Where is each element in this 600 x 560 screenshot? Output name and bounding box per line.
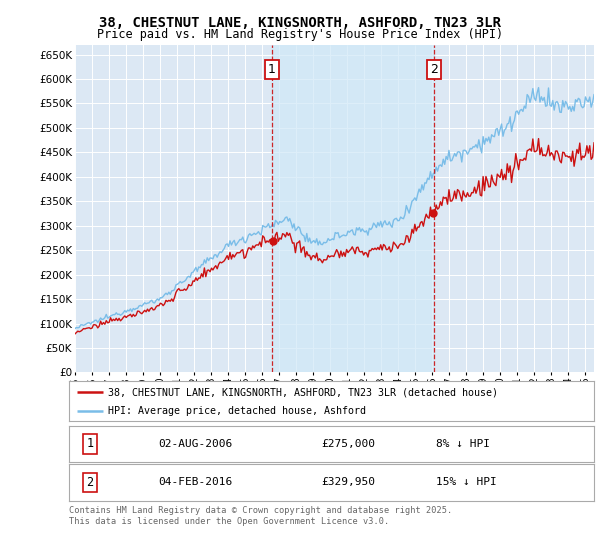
Text: 38, CHESTNUT LANE, KINGSNORTH, ASHFORD, TN23 3LR (detached house): 38, CHESTNUT LANE, KINGSNORTH, ASHFORD, … — [109, 387, 499, 397]
Text: 2: 2 — [430, 63, 437, 76]
Text: 8% ↓ HPI: 8% ↓ HPI — [437, 439, 491, 449]
Text: 1: 1 — [86, 437, 94, 450]
Text: £275,000: £275,000 — [321, 439, 375, 449]
Text: £329,950: £329,950 — [321, 478, 375, 487]
Text: 2: 2 — [86, 476, 94, 489]
Text: Contains HM Land Registry data © Crown copyright and database right 2025.
This d: Contains HM Land Registry data © Crown c… — [69, 506, 452, 526]
Text: HPI: Average price, detached house, Ashford: HPI: Average price, detached house, Ashf… — [109, 406, 367, 416]
Text: 1: 1 — [268, 63, 276, 76]
Text: Price paid vs. HM Land Registry's House Price Index (HPI): Price paid vs. HM Land Registry's House … — [97, 28, 503, 41]
Text: 04-FEB-2016: 04-FEB-2016 — [158, 478, 233, 487]
Text: 15% ↓ HPI: 15% ↓ HPI — [437, 478, 497, 487]
Text: 02-AUG-2006: 02-AUG-2006 — [158, 439, 233, 449]
Text: 38, CHESTNUT LANE, KINGSNORTH, ASHFORD, TN23 3LR: 38, CHESTNUT LANE, KINGSNORTH, ASHFORD, … — [99, 16, 501, 30]
Bar — [272, 45, 434, 372]
